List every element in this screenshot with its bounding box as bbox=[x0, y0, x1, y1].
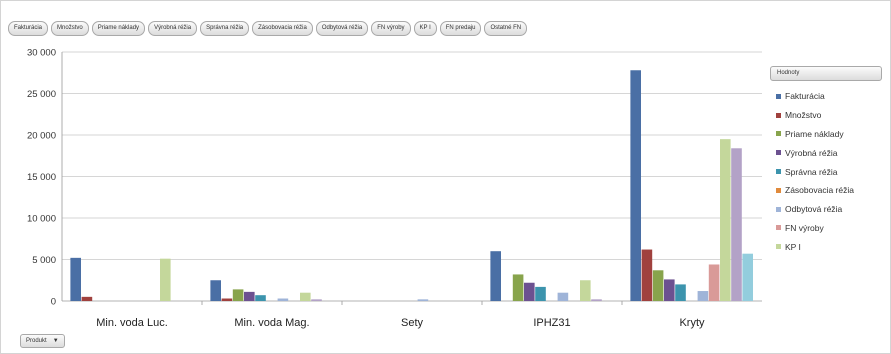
legend-swatch bbox=[776, 93, 781, 99]
bar[interactable] bbox=[490, 251, 501, 301]
bar[interactable] bbox=[697, 291, 709, 301]
bar[interactable] bbox=[652, 270, 664, 301]
field-button[interactable]: Odbytová réžia bbox=[315, 21, 369, 36]
legend-item: FN výroby bbox=[770, 219, 882, 238]
legend-label: Výrobná réžia bbox=[785, 147, 838, 158]
legend-item: Množstvo bbox=[770, 106, 882, 125]
field-button[interactable]: FN výroby bbox=[371, 21, 411, 36]
legend-label: Zásobovacia réžia bbox=[785, 185, 854, 196]
legend-swatch bbox=[776, 131, 781, 137]
field-button[interactable]: Fakturácia bbox=[8, 21, 49, 36]
bar[interactable] bbox=[244, 291, 255, 301]
legend-swatch bbox=[776, 112, 781, 118]
category-label: Min. voda Mag. bbox=[234, 317, 309, 329]
dropdown-arrow-icon: ▼ bbox=[52, 338, 59, 344]
field-button[interactable]: Priame náklady bbox=[91, 21, 146, 36]
field-button[interactable]: FN predaju bbox=[439, 21, 482, 36]
bar[interactable] bbox=[277, 298, 289, 301]
legend-swatch bbox=[776, 206, 781, 212]
bar[interactable] bbox=[417, 299, 429, 301]
field-button[interactable]: KP I bbox=[413, 21, 437, 36]
legend-label: FN výroby bbox=[785, 222, 824, 233]
legend-title-button[interactable]: Hodnoty bbox=[770, 66, 882, 81]
y-tick-label: 5 000 bbox=[32, 255, 56, 266]
bar[interactable] bbox=[160, 258, 171, 301]
category-label: Kryty bbox=[679, 317, 705, 329]
bar[interactable] bbox=[720, 139, 731, 301]
category-label: Min. voda Luc. bbox=[96, 317, 168, 329]
legend-item: Správna réžia bbox=[770, 162, 882, 181]
bar[interactable] bbox=[311, 299, 322, 301]
bar[interactable] bbox=[524, 282, 535, 301]
bar[interactable] bbox=[535, 286, 546, 301]
bar[interactable] bbox=[210, 280, 221, 301]
legend-swatch bbox=[776, 150, 781, 156]
field-button[interactable]: Zásobovacia réžia bbox=[252, 21, 313, 36]
legend-item: KP I bbox=[770, 237, 882, 256]
product-filter-label: Produkt bbox=[26, 338, 47, 344]
field-button[interactable]: Správna réžia bbox=[200, 21, 250, 36]
bar[interactable] bbox=[70, 257, 81, 301]
bar[interactable] bbox=[630, 70, 641, 301]
product-filter-button[interactable]: Produkt ▼ bbox=[20, 334, 65, 348]
category-label: Sety bbox=[401, 317, 424, 329]
bar[interactable] bbox=[641, 249, 653, 301]
legend-item: Odbytová réžia bbox=[770, 200, 882, 219]
bar[interactable] bbox=[708, 264, 720, 301]
y-tick-label: 20 000 bbox=[27, 131, 56, 142]
field-button[interactable]: Množstvo bbox=[51, 21, 89, 36]
bar[interactable] bbox=[742, 253, 753, 301]
legend-item: Fakturácia bbox=[770, 87, 882, 106]
bar[interactable] bbox=[300, 292, 311, 301]
y-tick-label: 15 000 bbox=[27, 172, 56, 183]
legend-label: Odbytová réžia bbox=[785, 204, 843, 215]
field-button[interactable]: Ostatné FN bbox=[484, 21, 528, 36]
legend-label: Správna réžia bbox=[785, 166, 838, 177]
legend-item: Zásobovacia réžia bbox=[770, 181, 882, 200]
legend-item: Výrobná réžia bbox=[770, 143, 882, 162]
bar[interactable] bbox=[580, 280, 591, 301]
legend-label: KP I bbox=[785, 241, 801, 252]
legend-swatch bbox=[776, 225, 781, 231]
bar[interactable] bbox=[232, 289, 244, 301]
y-tick-label: 10 000 bbox=[27, 214, 56, 225]
field-button[interactable]: Výrobná réžia bbox=[148, 21, 198, 36]
legend-swatch bbox=[776, 169, 781, 175]
y-tick-label: 0 bbox=[51, 297, 56, 308]
legend-label: Množstvo bbox=[785, 110, 822, 121]
y-tick-label: 30 000 bbox=[27, 48, 56, 59]
bar[interactable] bbox=[512, 274, 524, 301]
bar[interactable] bbox=[221, 298, 233, 301]
legend-swatch bbox=[776, 187, 781, 193]
bar[interactable] bbox=[675, 284, 686, 301]
bar[interactable] bbox=[557, 292, 569, 301]
bar[interactable] bbox=[81, 296, 93, 301]
field-button-bar: Fakturácia Množstvo Priame náklady Výrobná … bbox=[8, 21, 528, 37]
category-label: IPHZ31 bbox=[533, 317, 570, 329]
legend-item: Priame náklady bbox=[770, 125, 882, 144]
legend: Hodnoty Fakturácia Množstvo Priame náklady… bbox=[770, 66, 882, 256]
bar[interactable] bbox=[591, 299, 602, 301]
y-tick-label: 25 000 bbox=[27, 89, 56, 100]
legend-swatch bbox=[776, 244, 781, 250]
bar[interactable] bbox=[731, 148, 742, 301]
bar[interactable] bbox=[664, 279, 675, 301]
bar[interactable] bbox=[255, 295, 266, 301]
legend-label: Priame náklady bbox=[785, 128, 844, 139]
legend-label: Fakturácia bbox=[785, 91, 825, 102]
